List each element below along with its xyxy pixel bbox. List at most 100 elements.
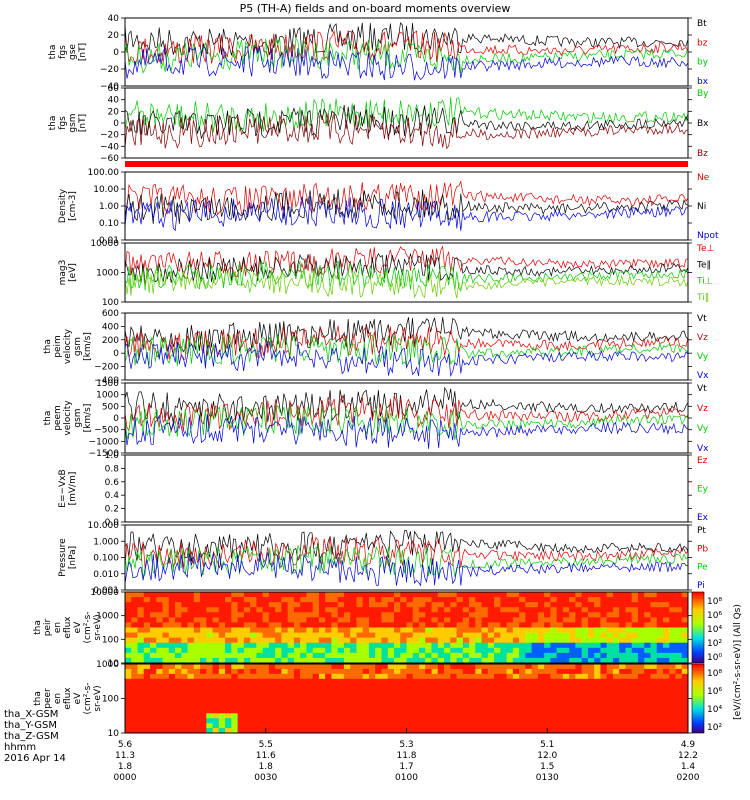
spectrogram-cell — [168, 708, 176, 714]
spectrogram-cell — [368, 647, 376, 654]
spectrogram-cell — [268, 683, 276, 690]
spectrogram-cell — [675, 627, 683, 634]
spectrogram-cell — [362, 642, 370, 649]
spectrogram-cell — [137, 718, 145, 724]
spectrogram-cell — [200, 688, 207, 695]
spectrogram-cell — [387, 683, 395, 690]
y-tick-label: −400 — [94, 376, 119, 386]
spectrogram-cell — [456, 713, 464, 719]
spectrogram-cell — [562, 632, 570, 639]
spectrogram-cell — [312, 723, 320, 729]
y-axis-label: en — [53, 622, 63, 633]
spectrogram-cell — [625, 673, 633, 680]
spectrogram-cell — [362, 632, 370, 639]
spectrogram-cell — [556, 617, 564, 623]
spectrogram-cell — [581, 683, 589, 690]
spectrogram-cell — [562, 642, 570, 649]
spectrogram-cell — [356, 627, 364, 634]
spectrogram-cell — [450, 693, 458, 699]
spectrogram-cell — [231, 647, 239, 654]
spectrogram-cell — [212, 607, 220, 613]
spectrogram-cell — [337, 602, 345, 608]
spectrogram-cell — [587, 612, 595, 618]
spectrogram-cell — [268, 632, 276, 639]
spectrogram-cell — [318, 673, 326, 680]
spectrogram-cell — [631, 728, 639, 734]
spectrogram-cell — [237, 597, 245, 603]
spectrogram-cell — [400, 592, 407, 598]
spectrogram-cell — [425, 597, 433, 603]
spectrogram-cell — [569, 647, 576, 654]
spectrogram-cell — [393, 642, 401, 649]
spectrogram-cell — [600, 637, 608, 644]
spectrogram-cell — [625, 683, 633, 690]
spectrogram-cell — [469, 708, 476, 714]
spectrogram-cell — [137, 678, 145, 685]
spectrogram-cell — [293, 647, 301, 654]
spectrogram-cell — [462, 698, 470, 704]
spectrogram-cell — [393, 683, 401, 690]
spectrogram-cell — [537, 647, 545, 654]
spectrogram-cell — [143, 607, 151, 613]
spectrogram-cell — [662, 617, 670, 623]
spectrogram-cell — [325, 597, 332, 603]
spectrogram-cell — [350, 627, 357, 634]
y-tick-label: 600 — [102, 309, 119, 319]
y-axis-label: velocity — [63, 400, 73, 436]
spectrogram-cell — [487, 668, 495, 675]
spectrogram-cell — [556, 632, 564, 639]
spectrogram-cell — [375, 642, 382, 649]
spectrogram-cell — [356, 612, 364, 618]
spectrogram-cell — [175, 713, 182, 719]
spectrogram-cell — [406, 708, 414, 714]
spectrogram-cell — [644, 664, 651, 670]
spectrogram-cell — [481, 632, 489, 639]
spectrogram-cell — [537, 602, 545, 608]
spectrogram-cell — [681, 693, 689, 699]
spectrogram-cell — [494, 602, 501, 608]
spectrogram-cell — [619, 652, 626, 659]
spectrogram-cell — [331, 642, 339, 649]
spectrogram-cell — [419, 693, 426, 699]
spectrogram-cell — [562, 698, 570, 704]
spectrogram-cell — [562, 673, 570, 680]
spectrogram-cell — [343, 632, 351, 639]
spectrogram-cell — [625, 642, 633, 649]
spectrogram-cell — [131, 673, 139, 680]
spectrogram-cell — [262, 617, 270, 623]
spectrogram-cell — [562, 708, 570, 714]
spectrogram-cell — [275, 723, 282, 729]
spectrogram-cell — [575, 657, 583, 664]
spectrogram-cell — [287, 607, 295, 613]
spectrogram-cell — [368, 602, 376, 608]
spectrogram-cell — [481, 642, 489, 649]
spectrogram-cell — [356, 703, 364, 709]
spectrogram-cell — [406, 622, 414, 628]
spectrogram-cell — [637, 622, 645, 628]
ephem-time-label: hhmm — [4, 742, 37, 753]
spectrogram-cell — [550, 673, 558, 680]
spectrogram-cell — [225, 637, 232, 644]
x-tick-label-time: 0030 — [254, 773, 277, 783]
spectrogram-cell — [506, 632, 514, 639]
y-axis-label: en — [53, 693, 63, 704]
spectrogram-cell — [268, 622, 276, 628]
spectrogram-cell — [243, 688, 251, 695]
spectrogram-cell — [368, 688, 376, 695]
spectrogram-cell — [262, 723, 270, 729]
spectrogram-cell — [375, 683, 382, 690]
spectrogram-cell — [350, 718, 357, 724]
spectrogram-cell — [400, 622, 407, 628]
spectrogram-cell — [550, 678, 558, 685]
spectrogram-cell — [550, 612, 558, 618]
spectrogram-cell — [562, 602, 570, 608]
spectrogram-cell — [356, 673, 364, 680]
spectrogram-cell — [381, 698, 389, 704]
spectrogram-cell — [587, 728, 595, 734]
spectrogram-cell — [606, 612, 614, 618]
spectrogram-cell — [675, 632, 683, 639]
spectrogram-cell — [306, 612, 314, 618]
legend-entry: Vz — [697, 333, 708, 343]
